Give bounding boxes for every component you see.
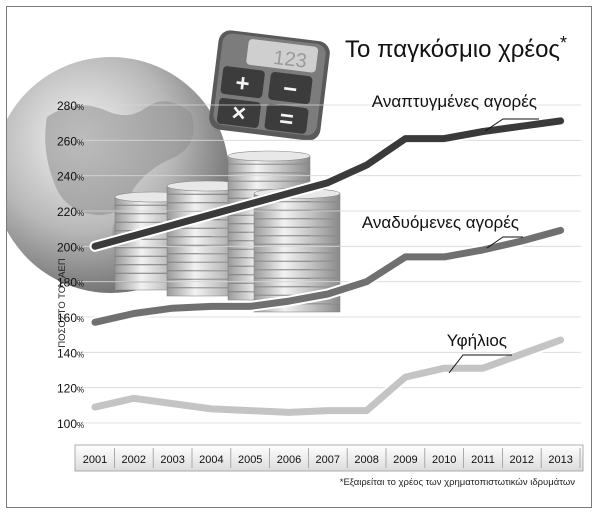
x-tick-label-2007: 2007 [316, 454, 340, 466]
calculator-key-plus: + [234, 69, 251, 98]
series-line-2 [91, 226, 565, 326]
y-axis-label: ΠΟΣΟΣΤΟ ΤΟΥ ΑΕΠ [57, 258, 68, 348]
gridlines [77, 104, 581, 424]
chart-frame: 123 + − × = 100% 120% 140% 160% 180% 200% 220%… [6, 6, 592, 508]
y-tick-label-200: 200% [57, 240, 84, 254]
series-label-leader-1 [484, 118, 539, 132]
world-debt-chart: 123 + − × = 100% 120% 140% 160% 180% 200% 220%… [7, 30, 584, 488]
x-tick-label-2011: 2011 [471, 454, 495, 466]
y-tick-label-140: 140% [57, 346, 84, 360]
chart-title-marker: * [560, 33, 567, 53]
x-axis-band [74, 444, 584, 472]
series-label-2: Αναδυόμενες αγορές [362, 213, 519, 232]
y-tick-label-260: 260% [57, 134, 84, 148]
coin-stack-right [227, 150, 341, 313]
series-label-3: Υφήλιος [447, 331, 507, 350]
chart-title-text: Το παγκόσμιο χρέος [345, 36, 560, 63]
x-tick-label-2010: 2010 [432, 454, 456, 466]
calculator-key-times: × [230, 99, 247, 128]
decorative-illustration: 123 + − × = [7, 30, 341, 313]
series-line-3 [91, 336, 565, 416]
x-tick-label-2012: 2012 [510, 454, 534, 466]
y-tick-label-180: 180% [57, 276, 84, 290]
calculator-key-minus: − [282, 75, 299, 104]
series-label-callouts: Αναπτυγμένες αγορές Αναδυόμενες αγορές Υφή… [362, 92, 539, 374]
x-tick-label-2004: 2004 [199, 454, 223, 466]
y-tick-label-120: 120% [57, 382, 84, 396]
x-tick-label-2005: 2005 [238, 454, 262, 466]
series-line-1 [91, 117, 565, 250]
calculator-illustration: 123 + − × = [209, 30, 330, 141]
chart-title: Το παγκόσμιο χρέος* [345, 33, 567, 63]
x-tick-label-2001: 2001 [83, 454, 107, 466]
y-tick-label-280: 280% [57, 99, 84, 113]
series-label-leader-2 [486, 236, 523, 249]
calculator-display: 123 [272, 47, 308, 73]
x-axis: 2001 2002 2003 2004 2005 2006 2007 2008 2009 2010… [74, 444, 584, 472]
x-tick-label-2002: 2002 [122, 454, 146, 466]
x-tick-label-2003: 2003 [160, 454, 184, 466]
x-tick-label-2009: 2009 [393, 454, 417, 466]
calculator-key-equals: = [278, 105, 295, 134]
x-tick-label-2013: 2013 [548, 454, 572, 466]
y-tick-label-220: 220% [57, 205, 84, 219]
y-axis-ticks: 100% 120% 140% 160% 180% 200% 220% 240% 260% 280% [57, 99, 84, 431]
series-label-1: Αναπτυγμένες αγορές [372, 92, 537, 111]
y-tick-label-240: 240% [57, 170, 84, 184]
series-lines [89, 115, 567, 418]
x-tick-label-2006: 2006 [277, 454, 301, 466]
y-tick-label-160: 160% [57, 311, 84, 325]
y-tick-label-100: 100% [57, 417, 84, 431]
series-label-leader-3 [448, 354, 512, 374]
footnote: *Εξαιρείται το χρέος των χρηματοπιστωτικ… [340, 477, 575, 488]
x-tick-label-2008: 2008 [354, 454, 378, 466]
